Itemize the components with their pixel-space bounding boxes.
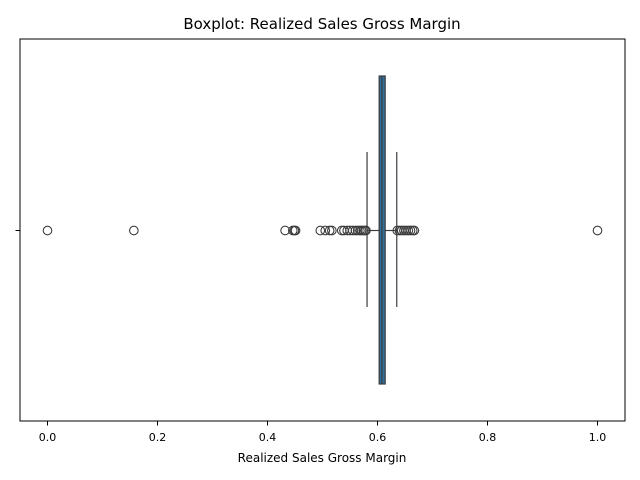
- plot-area: [42, 75, 603, 385]
- outlier-point: [290, 225, 301, 236]
- outlier-point: [42, 225, 53, 236]
- x-tick-label: 0.6: [369, 431, 387, 444]
- x-tick-label: 0.4: [259, 431, 277, 444]
- outlier-point: [280, 225, 290, 236]
- chart-title: Boxplot: Realized Sales Gross Margin: [183, 15, 460, 33]
- x-axis-label: Realized Sales Gross Margin: [238, 451, 407, 465]
- axes-frame: [19, 38, 626, 422]
- outlier-point: [129, 225, 139, 236]
- x-axis: 0.0 0.2 0.4 0.6 0.8 1.0: [39, 421, 607, 444]
- outlier-point: [320, 225, 331, 236]
- outlier-point: [361, 225, 371, 236]
- outlier-point: [409, 225, 420, 236]
- outlier-point: [592, 225, 603, 236]
- x-tick-label: 0.2: [149, 431, 167, 444]
- outlier-point: [315, 225, 326, 236]
- x-tick-label: 0.8: [479, 431, 497, 444]
- x-tick-label: 1.0: [589, 431, 607, 444]
- outlier-point: [327, 225, 337, 236]
- x-tick-label: 0.0: [39, 431, 57, 444]
- outlier-point: [345, 225, 355, 236]
